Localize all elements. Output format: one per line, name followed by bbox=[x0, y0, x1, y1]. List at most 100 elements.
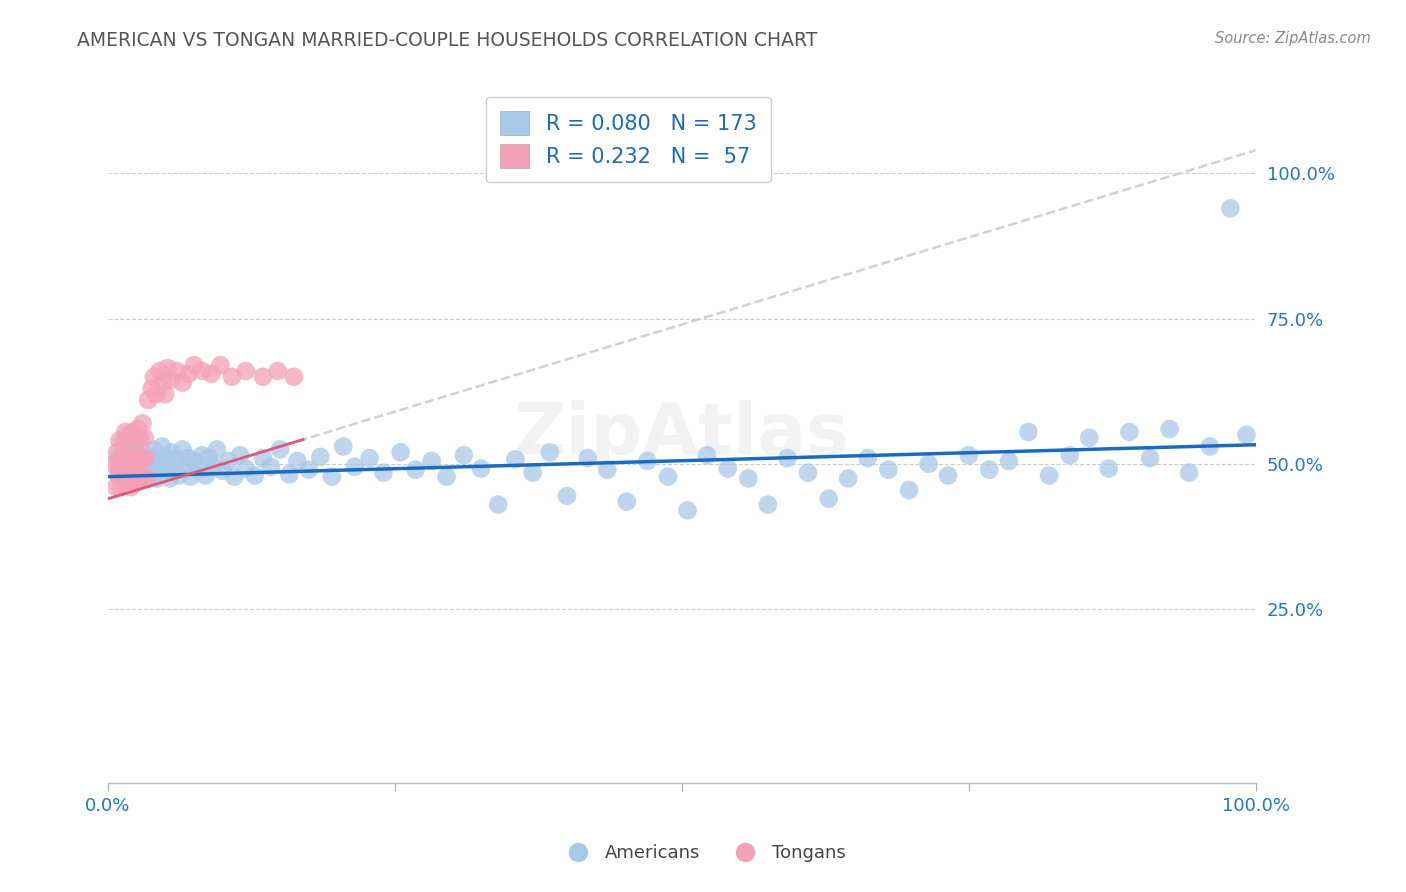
Point bbox=[309, 450, 332, 464]
Point bbox=[538, 445, 561, 459]
Point bbox=[298, 463, 321, 477]
Point bbox=[134, 457, 156, 471]
Point bbox=[756, 498, 779, 512]
Point bbox=[136, 392, 159, 407]
Point bbox=[156, 461, 179, 475]
Point bbox=[114, 425, 136, 439]
Point bbox=[141, 468, 163, 483]
Point bbox=[125, 434, 148, 448]
Point bbox=[1038, 468, 1060, 483]
Point bbox=[209, 358, 232, 372]
Text: Source: ZipAtlas.com: Source: ZipAtlas.com bbox=[1215, 31, 1371, 46]
Point bbox=[160, 373, 183, 387]
Point bbox=[202, 459, 225, 474]
Point bbox=[120, 463, 142, 477]
Point bbox=[1078, 431, 1101, 445]
Point bbox=[205, 442, 228, 457]
Point bbox=[486, 498, 509, 512]
Point bbox=[125, 457, 148, 471]
Point bbox=[737, 471, 759, 485]
Point bbox=[135, 471, 157, 485]
Point bbox=[145, 451, 167, 466]
Point bbox=[129, 471, 152, 485]
Point bbox=[111, 471, 134, 485]
Point bbox=[183, 454, 205, 468]
Point bbox=[998, 454, 1021, 468]
Point bbox=[1017, 425, 1039, 439]
Point bbox=[817, 491, 839, 506]
Point bbox=[260, 459, 283, 474]
Text: ZipAtlas: ZipAtlas bbox=[513, 401, 849, 469]
Point bbox=[1118, 425, 1140, 439]
Point bbox=[117, 454, 139, 468]
Point bbox=[117, 451, 139, 466]
Point bbox=[776, 451, 799, 466]
Point bbox=[229, 448, 252, 462]
Point bbox=[105, 480, 128, 494]
Point bbox=[453, 448, 475, 462]
Legend: R = 0.080   N = 173, R = 0.232   N =  57: R = 0.080 N = 173, R = 0.232 N = 57 bbox=[485, 96, 772, 182]
Point bbox=[134, 431, 156, 445]
Point bbox=[172, 376, 194, 390]
Point bbox=[191, 364, 214, 378]
Point bbox=[117, 428, 139, 442]
Point bbox=[135, 451, 157, 466]
Point bbox=[180, 469, 202, 483]
Point bbox=[717, 461, 740, 475]
Point bbox=[159, 471, 181, 485]
Point bbox=[131, 445, 153, 459]
Point bbox=[797, 466, 820, 480]
Point bbox=[1178, 466, 1201, 480]
Text: AMERICAN VS TONGAN MARRIED-COUPLE HOUSEHOLDS CORRELATION CHART: AMERICAN VS TONGAN MARRIED-COUPLE HOUSEH… bbox=[77, 31, 818, 50]
Point bbox=[149, 457, 172, 471]
Point bbox=[103, 457, 125, 471]
Point bbox=[129, 459, 152, 474]
Point bbox=[522, 466, 544, 480]
Point bbox=[166, 364, 188, 378]
Point bbox=[283, 369, 305, 384]
Point bbox=[1139, 451, 1161, 466]
Point bbox=[200, 367, 222, 381]
Point bbox=[470, 461, 492, 475]
Point bbox=[917, 457, 939, 471]
Point bbox=[142, 442, 165, 457]
Point bbox=[107, 468, 129, 483]
Point bbox=[110, 480, 132, 494]
Point bbox=[267, 364, 290, 378]
Point bbox=[120, 480, 142, 494]
Point bbox=[555, 489, 578, 503]
Point bbox=[136, 471, 159, 485]
Point bbox=[163, 459, 186, 474]
Point bbox=[198, 451, 221, 466]
Point bbox=[129, 431, 152, 445]
Point bbox=[131, 416, 153, 430]
Point bbox=[152, 466, 174, 480]
Point bbox=[420, 454, 443, 468]
Point bbox=[856, 451, 879, 466]
Point bbox=[898, 483, 921, 497]
Point bbox=[221, 369, 243, 384]
Point bbox=[436, 469, 458, 483]
Point bbox=[235, 364, 257, 378]
Point bbox=[125, 468, 148, 483]
Point bbox=[957, 448, 980, 462]
Point bbox=[155, 387, 177, 401]
Point bbox=[332, 440, 354, 454]
Point bbox=[114, 459, 136, 474]
Point bbox=[105, 445, 128, 459]
Point bbox=[636, 454, 658, 468]
Point bbox=[405, 463, 427, 477]
Point bbox=[343, 459, 366, 474]
Point bbox=[186, 463, 208, 477]
Point bbox=[979, 463, 1001, 477]
Point bbox=[118, 459, 141, 474]
Point bbox=[141, 381, 163, 395]
Point bbox=[127, 422, 149, 436]
Point bbox=[124, 475, 146, 489]
Legend: Americans, Tongans: Americans, Tongans bbox=[553, 838, 853, 870]
Point bbox=[121, 468, 143, 483]
Point bbox=[657, 469, 679, 483]
Point bbox=[211, 464, 233, 478]
Point bbox=[155, 451, 177, 466]
Point bbox=[122, 468, 145, 483]
